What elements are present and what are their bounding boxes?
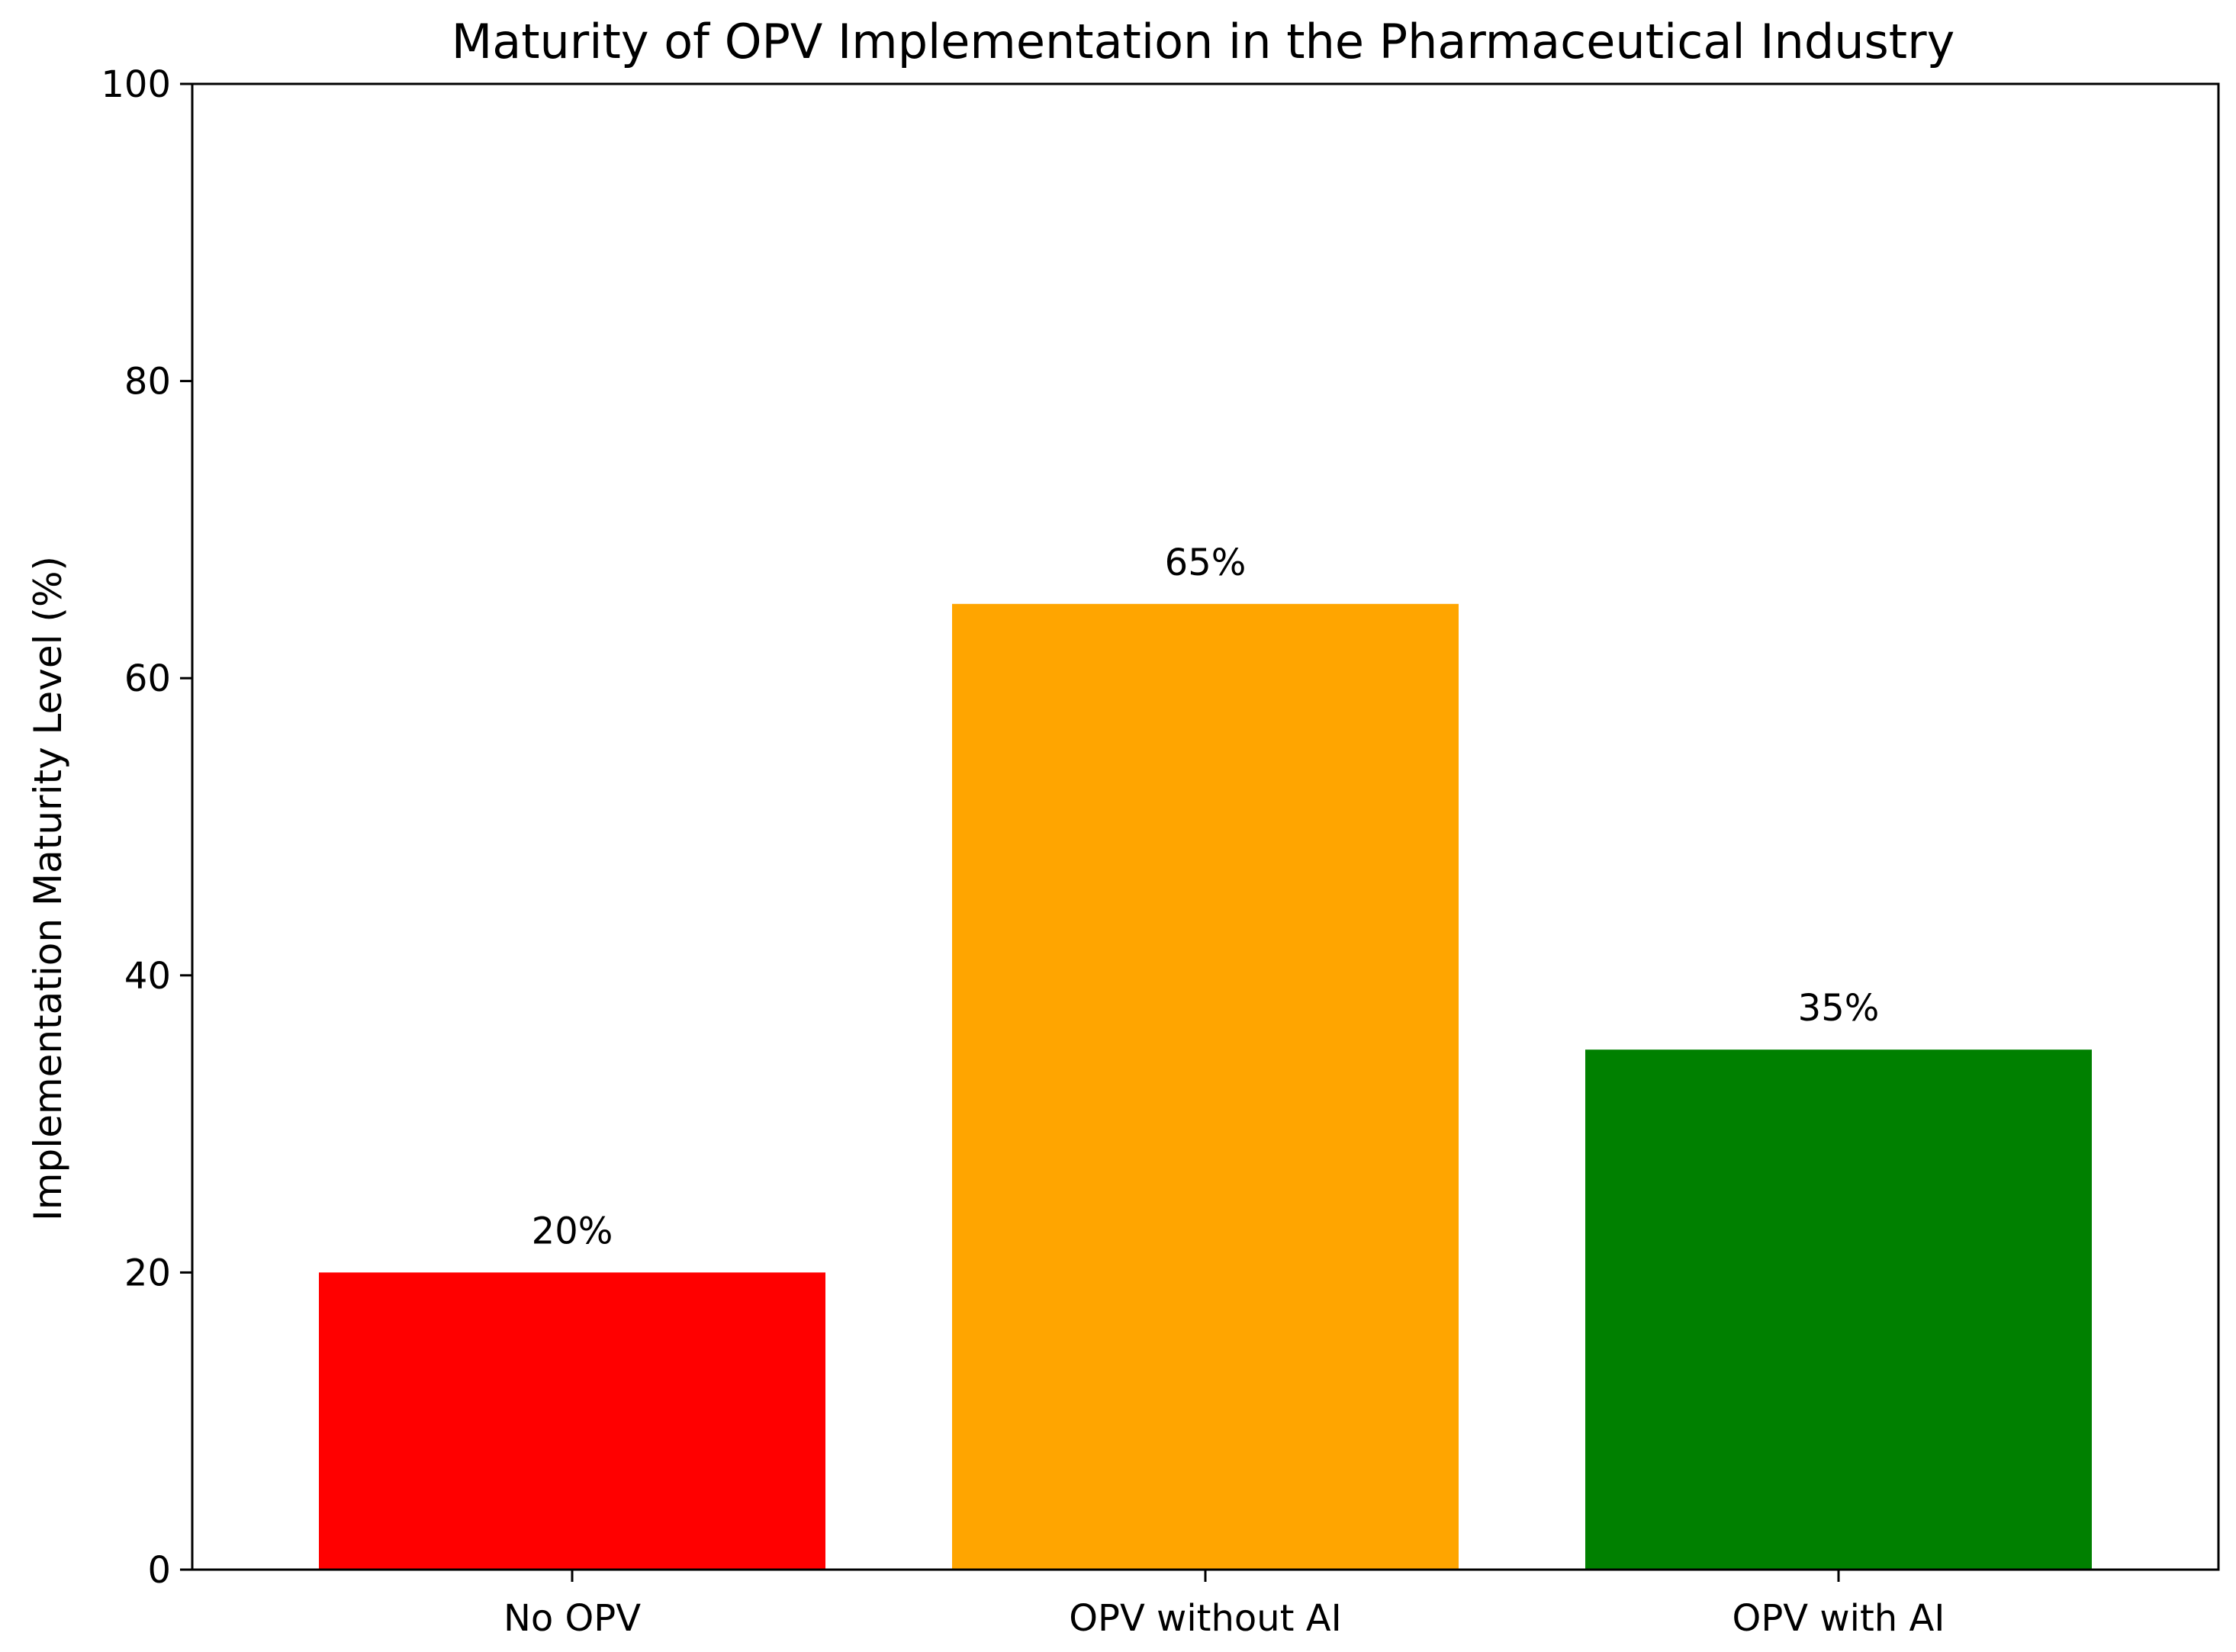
bar — [1585, 1049, 2092, 1570]
x-axis-ticks: No OPV OPV without AI OPV with AI — [504, 1570, 1945, 1640]
bar-data-label: 35% — [1798, 987, 1880, 1030]
y-tick-label: 20 — [124, 1252, 171, 1294]
bars-group: 20% 65% 35% — [319, 542, 2092, 1570]
y-tick-label: 60 — [124, 657, 171, 700]
x-tick-label: No OPV — [504, 1597, 641, 1640]
bar — [319, 1272, 825, 1570]
bar-data-label: 65% — [1165, 542, 1247, 584]
x-tick-label: OPV without AI — [1069, 1597, 1342, 1640]
y-axis-label: Implementation Maturity Level (%) — [26, 556, 70, 1221]
y-tick-label: 40 — [124, 955, 171, 998]
x-tick-label: OPV with AI — [1732, 1597, 1945, 1640]
bar-data-label: 20% — [532, 1210, 613, 1252]
plot-frame — [191, 82, 2220, 1571]
y-tick-label: 100 — [101, 63, 171, 106]
y-tick-label: 0 — [147, 1549, 171, 1592]
chart-title: Maturity of OPV Implementation in the Ph… — [452, 14, 1955, 69]
bar — [952, 603, 1459, 1570]
y-axis-ticks: 0 20 40 60 80 100 — [101, 63, 192, 1592]
y-tick-label: 80 — [124, 361, 171, 403]
